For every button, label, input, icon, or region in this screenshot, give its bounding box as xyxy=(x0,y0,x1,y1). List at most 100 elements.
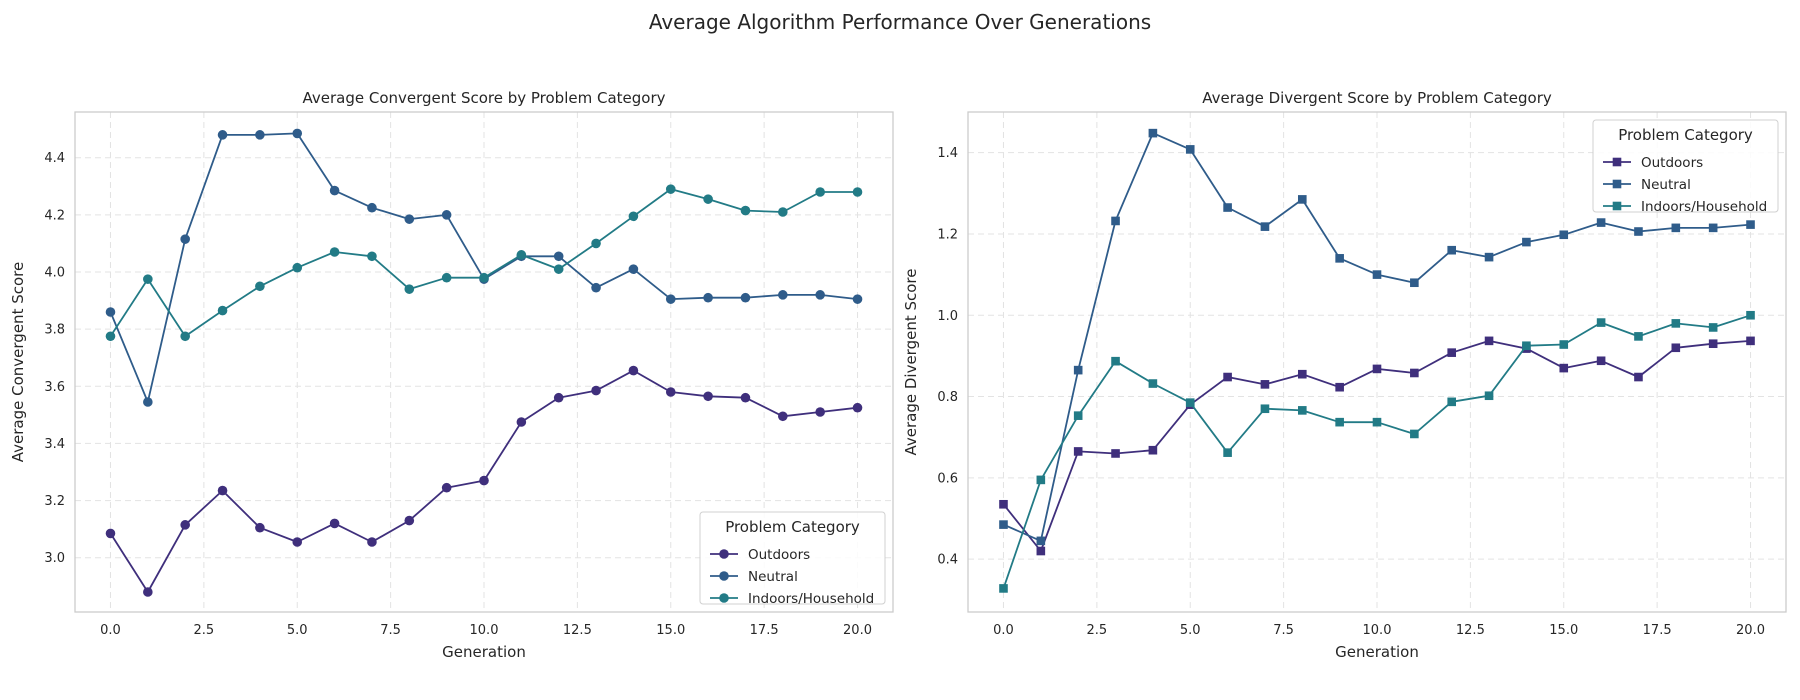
data-point xyxy=(180,520,190,530)
data-point xyxy=(852,294,863,304)
x-tick-label: 5.0 xyxy=(1180,623,1201,638)
data-point xyxy=(1111,356,1120,366)
y-tick-label: 3.8 xyxy=(44,323,65,338)
data-point xyxy=(740,292,751,303)
data-point xyxy=(1111,449,1120,458)
data-point xyxy=(1223,372,1232,382)
data-point xyxy=(329,518,340,529)
data-point xyxy=(1260,404,1270,414)
data-point xyxy=(1484,252,1494,262)
data-point xyxy=(1522,341,1531,351)
data-point xyxy=(441,482,452,493)
data-point xyxy=(1111,216,1120,226)
data-point xyxy=(591,385,601,396)
data-point xyxy=(1447,397,1457,407)
data-point xyxy=(628,365,639,376)
x-axis-label: Generation xyxy=(442,643,526,661)
data-point xyxy=(441,272,452,283)
series-indoors-household xyxy=(999,310,1755,593)
data-point xyxy=(1148,445,1158,455)
divergent-score-chart: 0.0 2.5 5.0 7.5 10.0 12.5 15.0 17.5 20.0 0.4 0.6 0.… xyxy=(902,89,1787,661)
x-tick-label: 2.5 xyxy=(194,623,215,638)
data-point xyxy=(1559,363,1569,373)
data-point xyxy=(217,130,228,140)
data-point xyxy=(1634,372,1643,382)
legend-swatch-marker xyxy=(1612,157,1622,167)
data-point xyxy=(367,202,377,213)
legend-title: Problem Category xyxy=(1618,126,1753,144)
data-point xyxy=(479,272,489,283)
data-point xyxy=(441,210,452,220)
series-indoors-household xyxy=(105,184,863,342)
data-point xyxy=(1036,475,1046,485)
y-tick-label: 4.2 xyxy=(44,208,65,223)
y-tick-label: 3.4 xyxy=(44,437,65,452)
data-point xyxy=(553,264,564,274)
data-point xyxy=(1297,369,1307,379)
x-tick-label: 17.5 xyxy=(750,623,779,638)
data-point xyxy=(143,587,153,597)
data-point xyxy=(1522,237,1531,247)
legend-item-label: Indoors/Household xyxy=(748,591,874,607)
data-point xyxy=(815,187,825,197)
x-tick-label: 15.0 xyxy=(656,623,685,638)
data-point xyxy=(217,305,228,316)
data-point xyxy=(1746,310,1755,320)
legend-swatch-marker xyxy=(719,549,729,559)
x-tick-label: 2.5 xyxy=(1087,623,1108,638)
data-point xyxy=(628,211,639,222)
legend-swatch-marker xyxy=(1612,201,1622,211)
data-point xyxy=(329,247,340,257)
plot-frame xyxy=(967,111,1787,613)
data-point xyxy=(1260,222,1270,231)
legend: Problem Category Outdoors Neutral Indoors/H… xyxy=(699,511,886,607)
legend-item-label: Indoors/Household xyxy=(1641,199,1767,215)
data-point xyxy=(255,281,265,292)
data-point xyxy=(1073,447,1083,456)
x-tick-label: 7.5 xyxy=(380,623,401,638)
data-point xyxy=(999,520,1008,529)
data-point xyxy=(1559,230,1569,240)
data-point xyxy=(703,292,713,303)
legend-item-label: Outdoors xyxy=(748,547,810,563)
data-point xyxy=(703,194,713,204)
data-point xyxy=(778,411,788,422)
y-tick-label: 0.4 xyxy=(937,553,958,568)
data-point xyxy=(1185,145,1195,154)
data-point xyxy=(1372,270,1382,279)
data-point xyxy=(778,290,788,300)
data-point xyxy=(292,262,303,273)
y-tick-label: 4.4 xyxy=(44,151,65,166)
x-tick-label: 0.0 xyxy=(993,623,1014,638)
legend-swatch-marker xyxy=(719,593,729,603)
data-point xyxy=(1596,318,1606,327)
data-point xyxy=(404,214,415,224)
data-point xyxy=(404,515,415,526)
x-tick-label: 17.5 xyxy=(1643,623,1672,638)
x-axis-label: Generation xyxy=(1335,643,1419,661)
y-tick-label: 3.0 xyxy=(44,551,65,566)
data-point xyxy=(1596,356,1606,366)
data-point xyxy=(1036,546,1046,556)
data-point xyxy=(703,391,713,402)
legend-title: Problem Category xyxy=(725,518,860,536)
data-point xyxy=(815,290,825,300)
legend: Problem Category Outdoors Neutral Indoors/H… xyxy=(1592,119,1779,215)
data-point xyxy=(516,417,527,427)
data-point xyxy=(665,294,676,304)
data-point xyxy=(1372,364,1382,374)
plot-frame xyxy=(74,111,894,613)
data-point xyxy=(105,331,116,342)
data-point xyxy=(143,397,153,407)
y-tick-label: 3.6 xyxy=(44,380,65,395)
series-outdoors xyxy=(105,365,863,597)
y-tick-label: 1.4 xyxy=(937,146,958,161)
y-tick-label: 3.2 xyxy=(44,494,65,509)
series-outdoors xyxy=(999,336,1755,556)
figure-title: Average Algorithm Performance Over Gener… xyxy=(649,10,1151,34)
data-point xyxy=(367,251,377,262)
data-point xyxy=(999,584,1008,593)
y-tick-label: 1.0 xyxy=(937,309,958,324)
data-point xyxy=(1559,340,1569,349)
data-point xyxy=(292,128,303,139)
